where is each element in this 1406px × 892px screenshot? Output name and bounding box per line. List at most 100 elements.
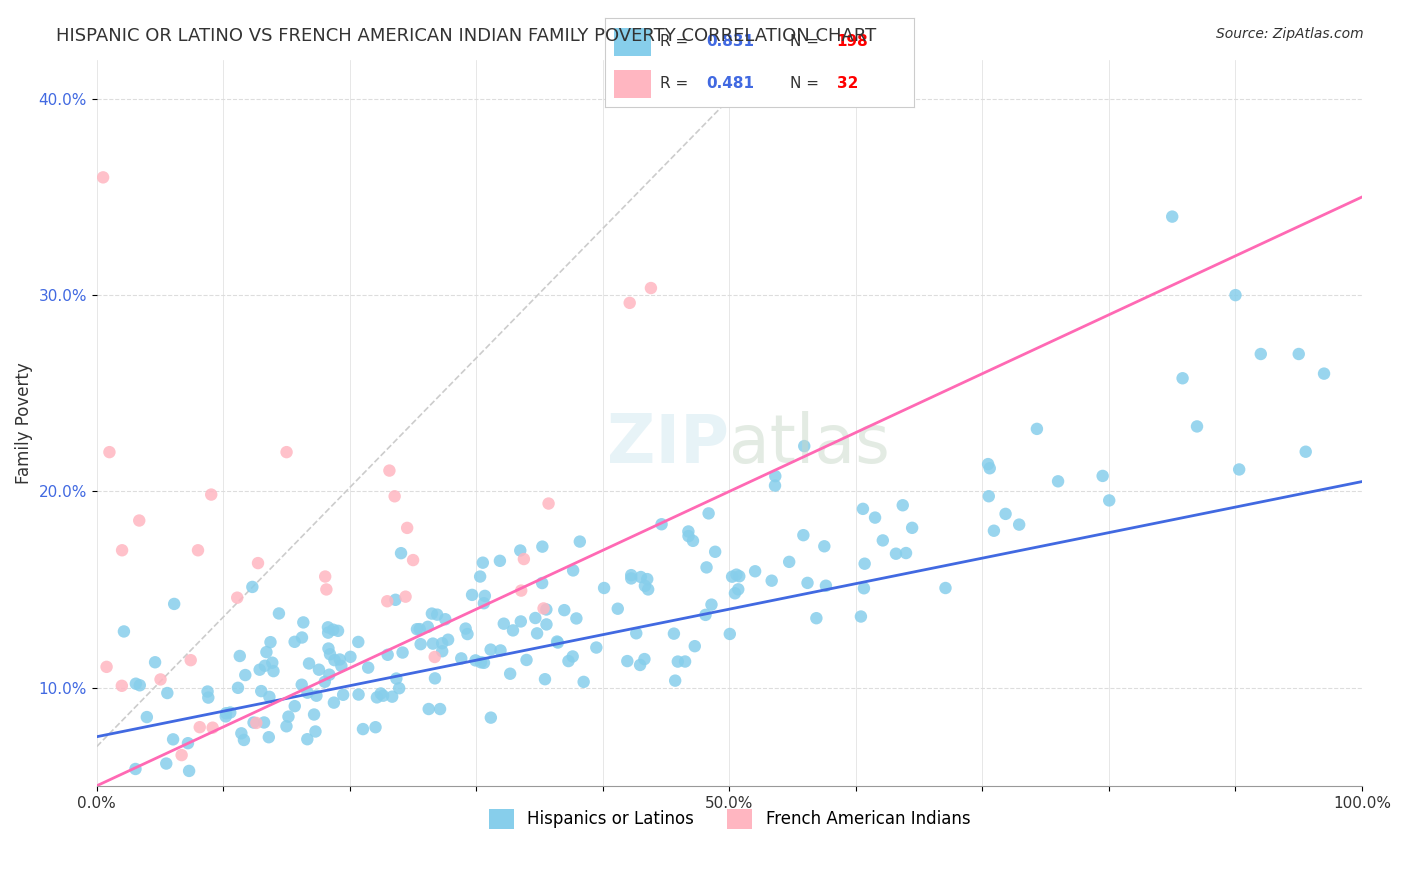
Point: [292, 615, 315, 630]
Point: [420, 607, 443, 621]
Point: [619, 296, 641, 310]
Point: [515, 653, 537, 667]
Point: [891, 498, 914, 512]
Point: [262, 656, 284, 670]
Point: [357, 660, 380, 674]
Point: [853, 557, 876, 571]
Point: [695, 607, 717, 622]
Point: [323, 653, 346, 667]
Point: [977, 489, 1000, 503]
Text: HISPANIC OR LATINO VS FRENCH AMERICAN INDIAN FAMILY POVERTY CORRELATION CHART: HISPANIC OR LATINO VS FRENCH AMERICAN IN…: [56, 27, 876, 45]
Point: [696, 560, 718, 574]
Point: [284, 699, 307, 714]
Point: [531, 576, 554, 591]
Y-axis label: Family Poverty: Family Poverty: [15, 362, 32, 483]
Point: [308, 663, 330, 677]
Point: [673, 655, 696, 669]
Point: [378, 464, 401, 478]
Point: [572, 674, 595, 689]
Point: [728, 569, 751, 583]
Point: [245, 715, 267, 730]
Point: [634, 579, 657, 593]
Text: N =: N =: [790, 35, 824, 49]
Point: [983, 524, 1005, 538]
Point: [562, 563, 585, 577]
Point: [557, 654, 579, 668]
Point: [375, 594, 398, 608]
Point: [813, 539, 835, 553]
Point: [814, 579, 837, 593]
Point: [250, 684, 273, 698]
Point: [565, 611, 588, 625]
Point: [1025, 422, 1047, 436]
Point: [215, 706, 238, 721]
Point: [678, 529, 700, 543]
Point: [430, 636, 453, 650]
Point: [226, 591, 249, 605]
Point: [630, 570, 652, 584]
Point: [364, 720, 387, 734]
Point: [373, 689, 395, 703]
Point: [492, 616, 515, 631]
Point: [1091, 469, 1114, 483]
Point: [124, 762, 146, 776]
Point: [314, 569, 336, 583]
Point: [568, 534, 591, 549]
Point: [125, 676, 148, 690]
Point: [724, 586, 747, 600]
Point: [616, 654, 638, 668]
Point: [188, 720, 211, 734]
Point: [546, 634, 568, 648]
Point: [384, 489, 406, 503]
Point: [1250, 347, 1272, 361]
Point: [792, 528, 814, 542]
Text: Source: ZipAtlas.com: Source: ZipAtlas.com: [1216, 27, 1364, 41]
Point: [934, 581, 956, 595]
Point: [1288, 347, 1310, 361]
Point: [155, 756, 177, 771]
Point: [533, 601, 555, 615]
Point: [537, 497, 560, 511]
Point: [257, 730, 280, 744]
Point: [409, 637, 432, 651]
Bar: [614, 28, 651, 56]
Point: [318, 641, 340, 656]
Point: [1161, 210, 1184, 224]
Point: [1295, 444, 1317, 458]
Point: [464, 653, 486, 667]
Point: [377, 648, 399, 662]
Point: [276, 719, 298, 733]
Point: [242, 715, 264, 730]
Point: [219, 706, 242, 720]
Point: [662, 626, 685, 640]
Point: [561, 649, 583, 664]
Point: [352, 722, 374, 736]
Point: [1227, 462, 1250, 476]
Point: [112, 624, 135, 639]
Point: [249, 663, 271, 677]
Point: [761, 574, 783, 588]
Point: [318, 667, 340, 681]
Point: [697, 507, 720, 521]
Point: [406, 622, 429, 636]
Point: [763, 478, 786, 492]
Point: [330, 659, 353, 673]
Point: [128, 678, 150, 692]
Point: [585, 640, 607, 655]
Point: [526, 626, 548, 640]
Point: [606, 601, 628, 615]
Text: 0.481: 0.481: [707, 77, 755, 91]
Point: [200, 487, 222, 501]
Point: [302, 707, 325, 722]
Point: [170, 748, 193, 763]
Point: [474, 589, 496, 603]
Point: [534, 672, 557, 686]
Point: [536, 602, 558, 616]
Point: [636, 572, 658, 586]
Point: [778, 555, 800, 569]
Point: [763, 469, 786, 483]
Point: [315, 582, 337, 597]
Point: [640, 281, 662, 295]
Point: [370, 686, 392, 700]
Point: [472, 596, 495, 610]
